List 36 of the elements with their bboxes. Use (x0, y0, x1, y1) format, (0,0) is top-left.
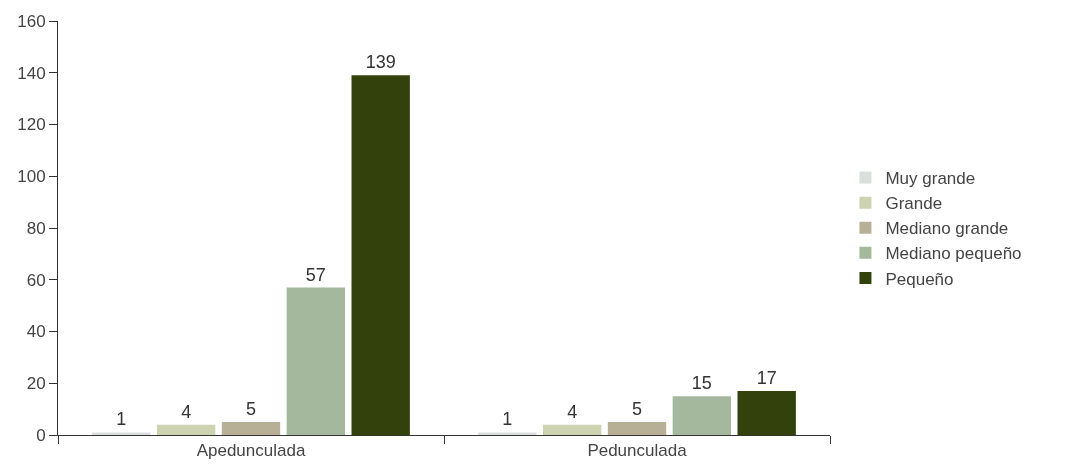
data-label: 17 (756, 368, 777, 389)
data-label: 139 (365, 52, 396, 73)
data-label: 5 (631, 399, 643, 420)
bar (351, 75, 410, 435)
legend-label: Grande (885, 194, 943, 214)
x-tick-label: Apedunculada (196, 441, 306, 461)
bar (672, 396, 732, 435)
legend-label: Pequeño (885, 269, 954, 289)
y-tick-label: 140 (17, 63, 46, 83)
y-tick-label: 40 (26, 322, 46, 342)
data-label: 1 (502, 409, 513, 430)
bar (286, 287, 346, 435)
legend-label: Mediano pequeño (885, 244, 1022, 264)
bar (478, 432, 537, 435)
data-label: 1 (116, 409, 127, 430)
x-tick-label: Pedunculada (587, 441, 688, 461)
y-tick-label: 60 (26, 270, 46, 290)
y-tick-label: 80 (26, 218, 46, 238)
y-tick-label: 20 (26, 374, 46, 394)
data-label: 57 (305, 264, 326, 285)
bar (92, 432, 151, 435)
legend-label: Muy grande (885, 169, 976, 189)
bar (607, 422, 667, 435)
bar (221, 422, 281, 435)
data-label: 15 (691, 373, 712, 394)
legend-label: Mediano grande (885, 219, 1009, 239)
data-label: 4 (181, 401, 192, 422)
y-tick-label: 100 (17, 167, 46, 187)
bar (542, 424, 602, 435)
y-tick-label: 160 (17, 11, 46, 31)
y-tick-label: 0 (36, 425, 46, 445)
data-label: 5 (245, 399, 257, 420)
y-tick-label: 120 (17, 115, 46, 135)
bar (737, 391, 796, 435)
data-label: 4 (567, 401, 578, 422)
bar (156, 424, 216, 435)
